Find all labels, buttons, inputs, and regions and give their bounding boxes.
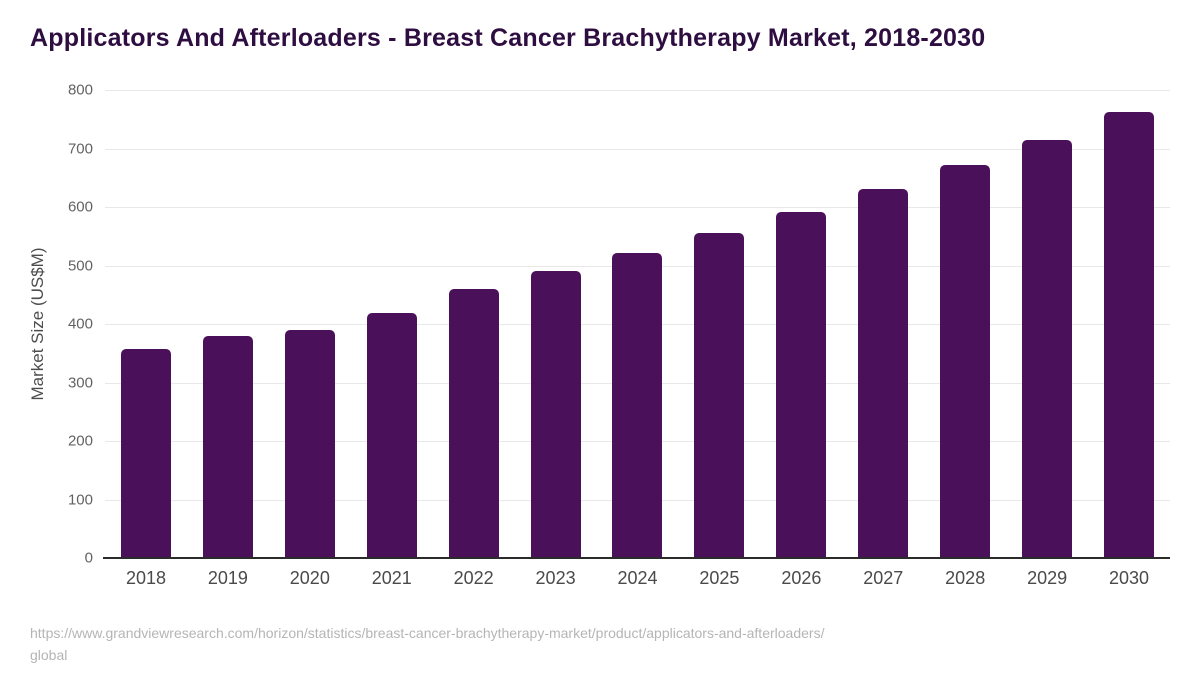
bar-slot-2020 [269, 90, 351, 558]
gridline-800 [105, 90, 1170, 91]
bar-2028[interactable] [940, 164, 991, 558]
bar-slot-2019 [187, 90, 269, 558]
x-tick-label-2018: 2018 [125, 568, 166, 588]
gridline-700 [105, 148, 1170, 150]
y-tick-label-100: 100 [67, 491, 93, 508]
chart-title: Applicators And Afterloaders - Breast Ca… [30, 24, 986, 52]
bar-2029[interactable] [1022, 140, 1073, 558]
x-tick-label-2029: 2029 [1027, 568, 1068, 588]
x-tick-label-2024: 2024 [617, 568, 658, 588]
bar-2018[interactable] [120, 348, 171, 558]
x-tick-label-2030: 2030 [1109, 568, 1150, 588]
plot-area: 0 100 200 300 400 500 600 700 800 [68, 82, 1170, 567]
y-tick-label-400: 400 [67, 315, 93, 333]
y-axis-title: Market Size (US$M) [28, 247, 47, 401]
source-url: https://www.grandviewresearch.com/horizo… [30, 625, 825, 641]
x-tick-label-2028: 2028 [945, 568, 986, 588]
bar-2019[interactable] [202, 335, 253, 558]
y-tick-label-600: 600 [67, 198, 93, 216]
y-tick-label-800: 800 [67, 81, 93, 99]
x-tick-label-2022: 2022 [453, 568, 494, 588]
bar-2020[interactable] [284, 329, 335, 558]
x-axis-line [103, 557, 1170, 559]
bar-2030[interactable] [1104, 112, 1155, 558]
bar-slot-2030 [1088, 90, 1170, 558]
source-scope: global [30, 647, 68, 663]
bar-slot-2021 [351, 90, 433, 558]
source-note: https://www.grandviewresearch.com/horizo… [30, 622, 1030, 666]
bar-slot-2024 [597, 90, 679, 558]
x-tick-label-2021: 2021 [371, 568, 412, 588]
bar-2021[interactable] [366, 312, 417, 558]
gridline-600 [105, 207, 1170, 208]
x-tick-label-2019: 2019 [207, 568, 248, 588]
x-tick-label-2027: 2027 [863, 568, 904, 588]
y-tick-label-700: 700 [67, 140, 93, 157]
bar-slot-2018 [105, 90, 187, 558]
bar-2025[interactable] [694, 232, 745, 558]
x-tick-label-2020: 2020 [289, 568, 330, 588]
bar-slot-2027 [842, 90, 924, 558]
bar-slot-2025 [678, 90, 760, 558]
bar-slot-2023 [515, 90, 597, 558]
y-tick-label-300: 300 [67, 374, 93, 391]
y-tick-label-200: 200 [67, 432, 93, 450]
x-tick-label-2023: 2023 [535, 568, 576, 588]
bar-2022[interactable] [448, 288, 499, 558]
bar-2027[interactable] [858, 188, 909, 558]
x-tick-label-2025: 2025 [699, 568, 740, 588]
y-tick-label-500: 500 [67, 257, 93, 274]
x-axis-labels: 2018 2019 2020 2021 2022 2023 2024 2025 2026 2027… [105, 568, 1170, 589]
bars-row [105, 90, 1170, 558]
bar-slot-2022 [433, 90, 515, 558]
bar-2024[interactable] [612, 253, 663, 558]
bar-slot-2028 [924, 90, 1006, 558]
bar-slot-2029 [1006, 90, 1088, 558]
bar-2026[interactable] [776, 212, 827, 558]
x-tick-label-2026: 2026 [781, 568, 822, 588]
bar-slot-2026 [760, 90, 842, 558]
bar-2023[interactable] [530, 271, 581, 558]
y-tick-label-0: 0 [84, 549, 93, 567]
